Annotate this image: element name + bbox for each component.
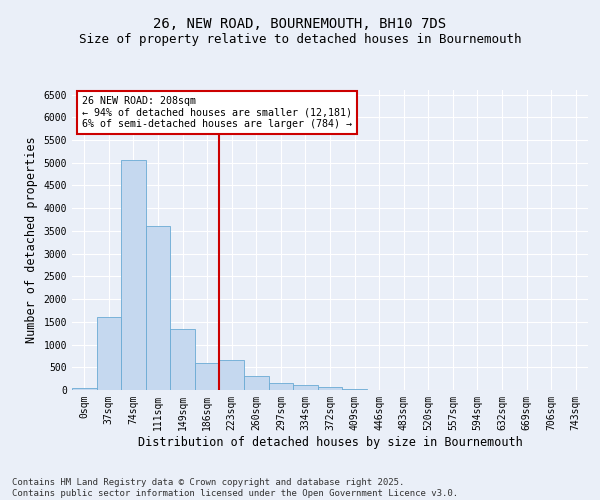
Text: 26 NEW ROAD: 208sqm
← 94% of detached houses are smaller (12,181)
6% of semi-det: 26 NEW ROAD: 208sqm ← 94% of detached ho… [82, 96, 352, 129]
Bar [220, 360, 244, 390]
Bar [97, 318, 121, 390]
Bar [293, 384, 318, 390]
Y-axis label: Number of detached properties: Number of detached properties [25, 136, 38, 344]
X-axis label: Distribution of detached houses by size in Bournemouth: Distribution of detached houses by size … [137, 436, 523, 448]
Text: Size of property relative to detached houses in Bournemouth: Size of property relative to detached ho… [79, 32, 521, 46]
Bar [121, 160, 146, 390]
Bar [195, 362, 220, 390]
Bar [146, 226, 170, 390]
Bar [170, 328, 195, 390]
Bar [342, 389, 367, 390]
Bar [244, 376, 269, 390]
Bar [72, 388, 97, 390]
Bar [269, 382, 293, 390]
Bar [318, 387, 342, 390]
Text: 26, NEW ROAD, BOURNEMOUTH, BH10 7DS: 26, NEW ROAD, BOURNEMOUTH, BH10 7DS [154, 18, 446, 32]
Text: Contains HM Land Registry data © Crown copyright and database right 2025.
Contai: Contains HM Land Registry data © Crown c… [12, 478, 458, 498]
